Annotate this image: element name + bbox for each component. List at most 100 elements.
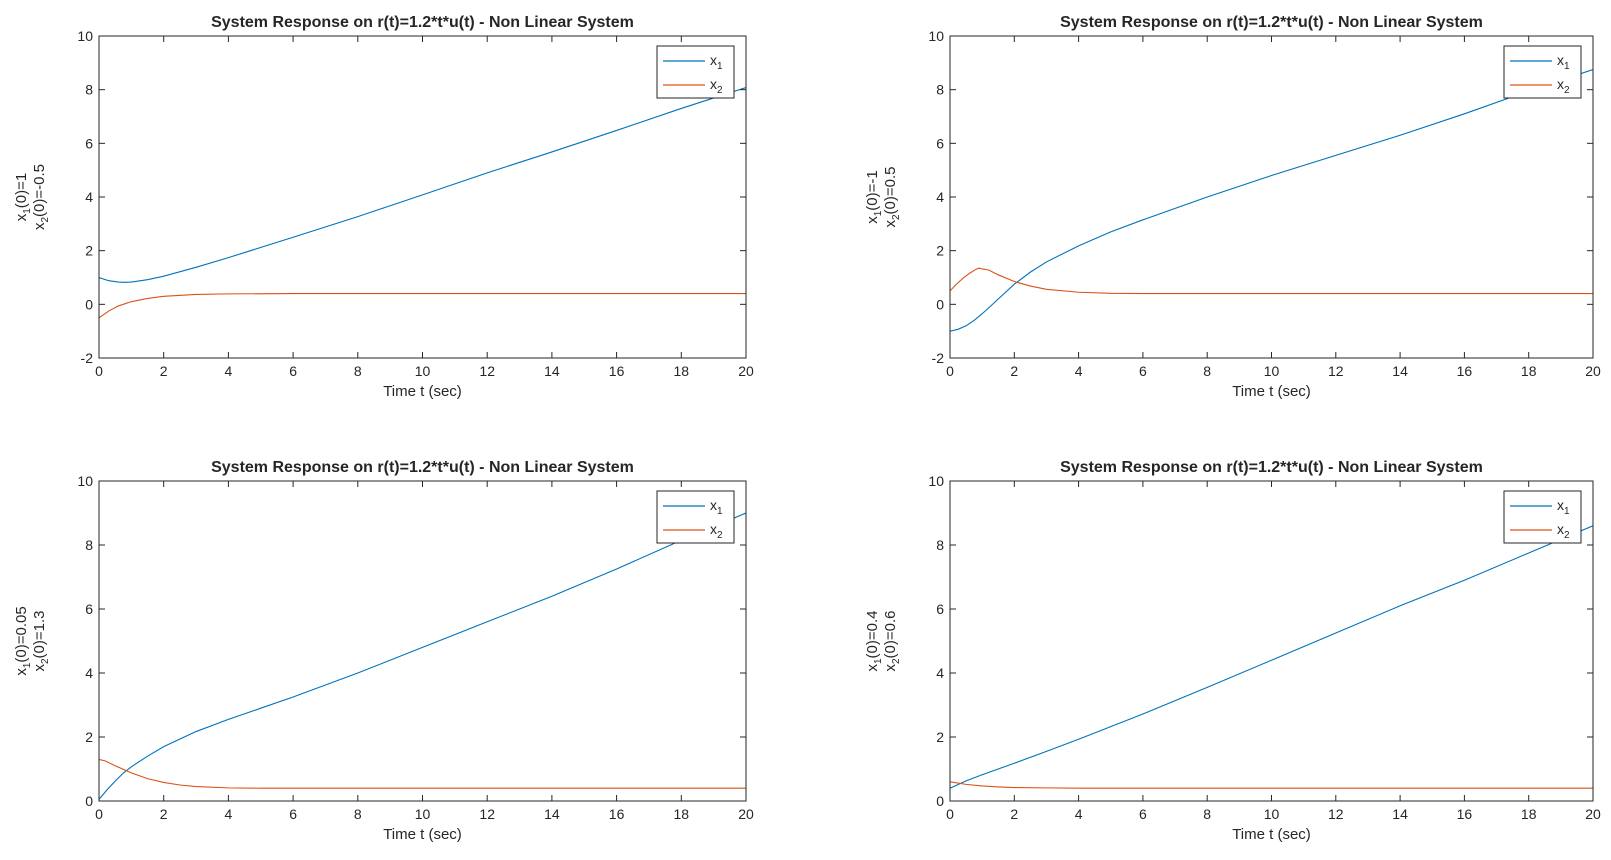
x-tick-label: 12 <box>1328 806 1344 822</box>
y-axis-label-line-1: x1(0)=0.4 <box>864 610 884 671</box>
y-axis-label: x1(0)=1x2(0)=-0.5 <box>13 164 51 230</box>
y-tick-label: 4 <box>936 189 944 205</box>
x-tick-label: 8 <box>1203 806 1211 822</box>
y-tick-label: 0 <box>85 793 93 809</box>
legend-label-x2: x2 <box>710 76 723 96</box>
x-tick-label: 16 <box>1457 363 1473 379</box>
chart-title: System Response on r(t)=1.2*t*u(t) - Non… <box>1060 14 1483 31</box>
x-tick-label: 4 <box>1075 806 1083 822</box>
y-tick-label: 6 <box>85 135 93 151</box>
y-tick-label: 4 <box>85 189 93 205</box>
y-axis-label-line-1: x1(0)=1 <box>13 173 33 222</box>
subplot-4: 0 2 4 6 8 10 12 14 16 18 20 0 2 4 6 8 10 System Response … <box>864 459 1601 843</box>
x-tick-label: 14 <box>544 806 560 822</box>
x-tick-label: 10 <box>415 363 431 379</box>
legend-box <box>656 490 735 544</box>
x-tick-label: 12 <box>479 363 495 379</box>
x-tick-label: 6 <box>1139 363 1147 379</box>
x-tick-label: 20 <box>1585 806 1601 822</box>
legend-label-x2: x2 <box>1557 76 1570 96</box>
x-axis-label: Time t (sec) <box>1232 826 1311 843</box>
series-line-x1 <box>950 69 1593 332</box>
y-tick-label: 2 <box>936 729 944 745</box>
x-tick-label: 20 <box>738 363 754 379</box>
x-tick-label: 14 <box>1392 363 1408 379</box>
x-axis-label: Time t (sec) <box>383 383 462 400</box>
x-tick-label: 20 <box>738 806 754 822</box>
y-tick-label: 10 <box>928 28 944 44</box>
x-tick-label: 0 <box>95 806 103 822</box>
x-tick-label: 16 <box>609 363 625 379</box>
y-tick-label: -2 <box>932 350 945 366</box>
y-axis-label: x1(0)=0.4x2(0)=0.6 <box>864 610 902 671</box>
x-tick-label: 14 <box>1392 806 1408 822</box>
x-tick-label: 18 <box>674 363 690 379</box>
y-axis-label-line-2: x2(0)=1.3 <box>31 610 51 671</box>
legend-label-x1: x1 <box>710 497 723 517</box>
x-tick-label: 8 <box>354 806 362 822</box>
x-tick-label: 4 <box>225 806 233 822</box>
y-axis-label-line-2: x2(0)=0.6 <box>882 610 902 671</box>
x-tick-label: 6 <box>1139 806 1147 822</box>
y-tick-label: 4 <box>936 665 944 681</box>
series-line-x1 <box>950 525 1593 789</box>
y-tick-label: 8 <box>936 82 944 98</box>
y-axis-label-line-2: x2(0)=-0.5 <box>31 164 51 230</box>
y-tick-label: 2 <box>936 243 944 259</box>
y-tick-label: 8 <box>85 82 93 98</box>
plot-area <box>99 481 746 801</box>
x-tick-label: 4 <box>1075 363 1083 379</box>
series-line-x1 <box>99 512 746 800</box>
x-tick-label: 0 <box>946 363 954 379</box>
series-line-x1 <box>99 86 746 283</box>
y-tick-label: 2 <box>85 729 93 745</box>
x-tick-label: 20 <box>1585 363 1601 379</box>
x-tick-label: 18 <box>674 806 690 822</box>
legend-box <box>1503 45 1582 99</box>
x-tick-label: 8 <box>354 363 362 379</box>
x-tick-label: 2 <box>160 363 168 379</box>
series-line-x2 <box>99 293 746 319</box>
y-tick-label: 6 <box>936 135 944 151</box>
y-tick-label: 0 <box>85 296 93 312</box>
y-tick-label: 2 <box>85 243 93 259</box>
series-line-x2 <box>950 781 1593 789</box>
legend-label-x1: x1 <box>1557 497 1570 517</box>
y-tick-label: 8 <box>85 537 93 553</box>
series-line-x2 <box>99 758 746 789</box>
y-tick-label: 10 <box>928 473 944 489</box>
x-tick-label: 4 <box>225 363 233 379</box>
x-tick-label: 10 <box>1264 363 1280 379</box>
legend-label-x2: x2 <box>1557 521 1570 541</box>
y-tick-label: 0 <box>936 296 944 312</box>
x-tick-label: 0 <box>95 363 103 379</box>
x-tick-label: 2 <box>1010 363 1018 379</box>
x-tick-label: 6 <box>289 806 297 822</box>
x-tick-label: 12 <box>1328 363 1344 379</box>
x-tick-label: 18 <box>1521 363 1537 379</box>
y-tick-label: 10 <box>77 28 93 44</box>
y-tick-label: 0 <box>936 793 944 809</box>
legend-box <box>1503 490 1582 544</box>
y-tick-label: -2 <box>81 350 94 366</box>
plot-area <box>950 36 1593 358</box>
chart-title: System Response on r(t)=1.2*t*u(t) - Non… <box>211 459 634 476</box>
y-axis-label: x1(0)=-1x2(0)=0.5 <box>864 166 902 227</box>
legend-label-x2: x2 <box>710 521 723 541</box>
x-axis-label: Time t (sec) <box>383 826 462 843</box>
x-tick-label: 2 <box>160 806 168 822</box>
plot-area <box>950 481 1593 801</box>
legend-label-x1: x1 <box>1557 52 1570 72</box>
legend-label-x1: x1 <box>710 52 723 72</box>
x-tick-label: 18 <box>1521 806 1537 822</box>
x-tick-label: 8 <box>1203 363 1211 379</box>
y-axis-label-line-2: x2(0)=0.5 <box>882 166 902 227</box>
x-tick-label: 0 <box>946 806 954 822</box>
